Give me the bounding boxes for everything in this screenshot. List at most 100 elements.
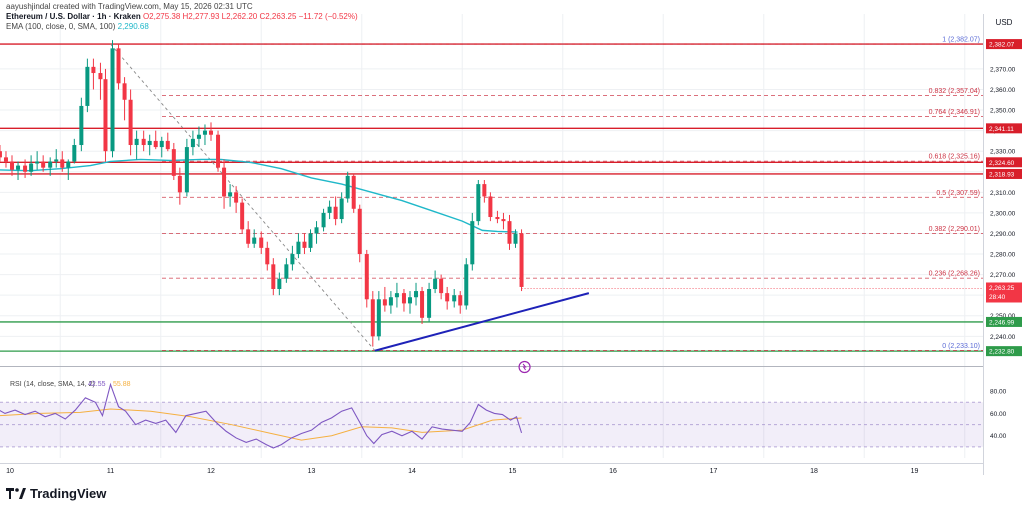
candle-body [159, 140, 164, 148]
time-tick: 12 [207, 468, 215, 475]
symbol-line: Ethereum / U.S. Dollar · 1h · Kraken O2,… [6, 12, 358, 22]
current-price-tag [986, 282, 1022, 303]
rsi-legend-ma-value: 55.88 [113, 381, 131, 388]
candle-body [103, 79, 108, 152]
time-axis[interactable]: 10 11 12 13 14 15 16 17 18 19 [6, 468, 918, 475]
price-tick: 2,370.00 [990, 66, 1016, 73]
candle-body [439, 278, 444, 294]
candle-body [290, 254, 295, 265]
candle-body [507, 221, 512, 244]
candle-body [513, 233, 518, 244]
candle-body [228, 192, 233, 197]
level-tag-label: 2,324.60 [989, 160, 1015, 167]
candle-body [202, 130, 207, 135]
candle-body [464, 264, 469, 306]
level-tag [986, 168, 1022, 179]
price-tick: 2,290.00 [990, 231, 1016, 238]
candle-body [407, 297, 412, 304]
chart-overlay [374, 288, 983, 374]
ema-legend-value: 2,290.68 [117, 22, 149, 31]
candle-body [3, 157, 8, 162]
ohlc-values: O2,275.38 H2,277.93 L2,262.20 C2,263.25 … [142, 12, 358, 21]
candle-body [458, 295, 463, 306]
candle-body [327, 206, 332, 213]
level-tag-label: 2,318.93 [989, 171, 1015, 178]
fib-anchor-line [110, 43, 376, 351]
candles [0, 40, 524, 347]
fib-label: 0 (2,233.10) [942, 343, 980, 350]
rsi-tick: 60.00 [990, 411, 1007, 418]
candle-body [0, 151, 2, 158]
candle-body [284, 264, 289, 279]
ema-line [0, 158, 518, 233]
level-tag [986, 123, 1022, 134]
candle-body [222, 167, 227, 197]
level-tag-label: 2,246.99 [989, 319, 1015, 326]
level-tag [986, 39, 1022, 50]
candle-body [23, 165, 28, 172]
candle-body [321, 212, 326, 228]
candle-body [134, 138, 139, 146]
level-tag-label: 2,382.07 [989, 42, 1015, 49]
tradingview-wordmark: TradingView [30, 486, 107, 501]
candle-body [445, 293, 450, 302]
price-tick: 2,310.00 [990, 190, 1016, 197]
candle-body [376, 299, 381, 337]
time-tick: 16 [609, 468, 617, 475]
candle-body [190, 138, 195, 148]
time-tick: 11 [107, 468, 114, 475]
price-tick: 2,250.00 [990, 313, 1016, 320]
candle-body [153, 140, 158, 148]
candle-body [216, 134, 221, 168]
candle-body [85, 66, 90, 106]
candle-body [339, 198, 344, 220]
rsi-line [0, 382, 523, 449]
candle-body [388, 297, 393, 306]
price-tick: 2,330.00 [990, 149, 1016, 156]
candle-body [482, 184, 487, 197]
ema-legend[interactable]: EMA (100, close, 0, SMA, 100) 2,290.68 [6, 22, 358, 32]
candle-body [476, 184, 481, 222]
replay-icon [518, 360, 531, 374]
fib-label: 0.618 (2,325.16) [929, 154, 980, 161]
candle-body [394, 293, 399, 298]
candle-body [16, 165, 21, 170]
price-tick: 2,270.00 [990, 272, 1016, 279]
creator-line: aayushjindal created with TradingView.co… [6, 2, 253, 11]
chart-header: aayushjindal created with TradingView.co… [6, 2, 358, 32]
candle-body [29, 163, 34, 172]
candle-body [271, 264, 276, 290]
candle-body [122, 83, 127, 100]
candle-body [252, 237, 257, 244]
current-price-label: 2,263.25 [989, 285, 1015, 292]
candle-body [259, 237, 264, 248]
rsi-legend-value: 42.55 [88, 381, 106, 388]
price-axis[interactable]: USD2,240.002,250.002,260.002,270.002,280… [986, 18, 1022, 440]
fib-label: 0.382 (2,290.01) [929, 226, 980, 233]
candle-body [433, 278, 438, 290]
price-tick: 2,300.00 [990, 210, 1016, 217]
rsi-band [0, 401, 983, 448]
replay-icon-bolt [522, 363, 527, 371]
rsi-ma-line [0, 408, 522, 441]
tradingview-logo-icon [6, 488, 26, 499]
countdown-label: 28:40 [989, 294, 1006, 301]
candle-body [296, 241, 301, 255]
candle-body [41, 161, 46, 168]
fibonacci-retracement: 1 (2,382.07) 0.832 (2,357.04) 0.764 (2,346… [110, 37, 983, 351]
time-tick: 17 [710, 468, 718, 475]
candle-body [414, 291, 419, 298]
symbol-title[interactable]: Ethereum / U.S. Dollar · 1h · Kraken [6, 12, 141, 21]
candle-body [10, 161, 15, 170]
candle-body [171, 149, 176, 176]
candle-body [333, 206, 338, 220]
time-tick: 10 [6, 468, 14, 475]
candle-body [420, 291, 425, 318]
candle-body [314, 227, 319, 234]
candle-body [501, 219, 506, 222]
candle-body [110, 48, 115, 152]
ema-legend-label: EMA (100, close, 0, SMA, 100) [6, 22, 116, 31]
level-tag [986, 157, 1022, 168]
time-tick: 18 [810, 468, 818, 475]
